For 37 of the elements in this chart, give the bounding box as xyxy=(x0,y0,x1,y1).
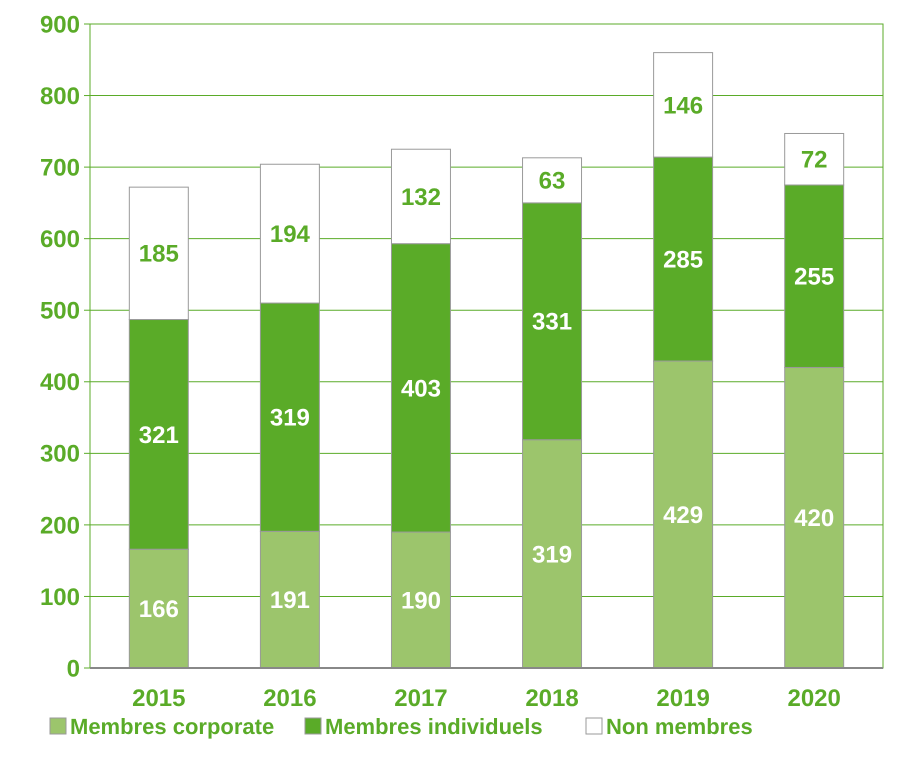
x-tick-label: 2018 xyxy=(525,685,579,712)
data-label: 190 xyxy=(400,587,441,614)
y-tick-label: 700 xyxy=(40,154,80,182)
legend-label: Membres corporate xyxy=(70,714,274,739)
y-tick-label: 200 xyxy=(40,512,80,540)
data-label: 319 xyxy=(270,404,310,432)
data-label: 255 xyxy=(794,264,834,291)
legend-label: Membres individuels xyxy=(325,714,543,739)
y-tick-label: 400 xyxy=(40,369,80,396)
legend-label: Non membres xyxy=(606,714,753,739)
data-label: 319 xyxy=(532,541,572,568)
x-tick-label: 2017 xyxy=(394,685,448,712)
data-label: 132 xyxy=(400,184,441,211)
y-tick-label: 800 xyxy=(40,82,80,110)
y-tick-label: 100 xyxy=(40,584,80,611)
data-label: 166 xyxy=(138,596,179,624)
data-label: 146 xyxy=(663,92,704,120)
y-tick-label: 0 xyxy=(66,655,80,682)
x-tick-label: 2015 xyxy=(132,685,186,712)
y-tick-label: 500 xyxy=(40,298,80,325)
data-label: 72 xyxy=(800,146,828,174)
y-tick-label: 300 xyxy=(40,440,80,468)
x-tick-label: 2019 xyxy=(656,685,710,712)
y-tick-label: 900 xyxy=(40,11,80,38)
x-tick-label: 2016 xyxy=(263,685,317,712)
data-label: 194 xyxy=(270,221,311,248)
data-label: 321 xyxy=(138,422,179,449)
data-label: 420 xyxy=(794,505,834,532)
y-tick-label: 600 xyxy=(40,226,80,254)
data-label: 191 xyxy=(270,587,310,614)
x-tick-label: 2020 xyxy=(787,685,841,712)
data-label: 285 xyxy=(663,246,704,274)
data-label: 63 xyxy=(538,168,566,195)
data-label: 429 xyxy=(663,502,704,529)
data-label: 403 xyxy=(400,375,441,402)
data-label: 185 xyxy=(138,240,179,268)
data-label: 331 xyxy=(532,308,572,336)
